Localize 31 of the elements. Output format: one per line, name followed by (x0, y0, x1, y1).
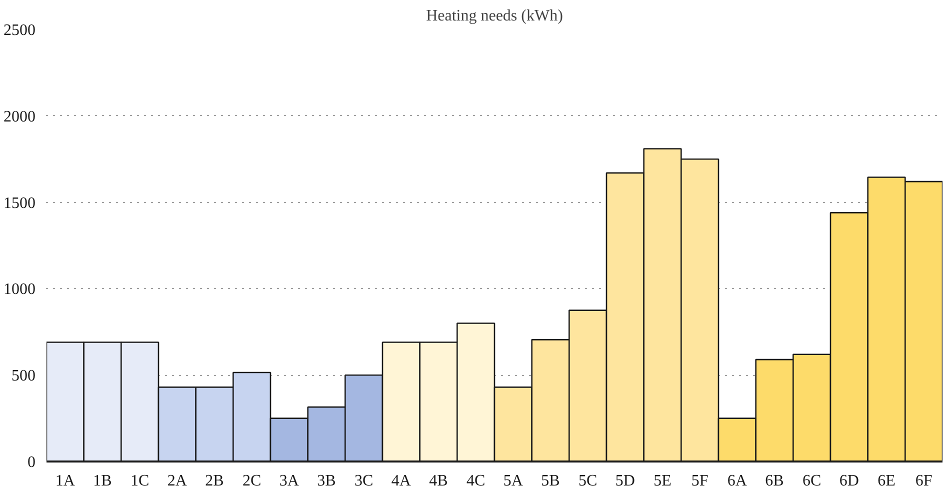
x-tick-label: 5C (578, 472, 598, 490)
x-tick-label: 2B (205, 472, 224, 490)
x-tick-label: 1A (55, 472, 76, 490)
x-tick-label: 6C (802, 472, 822, 490)
x-tick-label: 6D (839, 472, 859, 490)
x-tick-label: 4B (429, 472, 448, 490)
x-tick-label: 1B (93, 472, 112, 490)
x-tick-label: 4C (466, 472, 486, 490)
x-tick-label: 5A (503, 472, 524, 490)
x-tick-label: 1C (130, 472, 150, 490)
x-tick-label: 3C (354, 472, 374, 490)
y-tick-label: 1500 (4, 194, 36, 212)
x-tick-label: 5F (691, 472, 708, 490)
x-tick-label: 3A (279, 472, 300, 490)
x-tick-label: 6E (878, 472, 896, 490)
y-tick-label: 2000 (4, 108, 36, 126)
y-tick-label: 1000 (4, 281, 36, 298)
x-tick-label: 5B (541, 472, 560, 490)
chart-title: Heating needs (kWh) (426, 8, 563, 24)
x-tick-label: 2A (167, 472, 188, 490)
x-tick-label: 5E (654, 472, 672, 490)
y-tick-label: 2500 (4, 22, 36, 39)
x-tick-label: 6B (765, 472, 784, 490)
x-tick-label: 6A (727, 472, 748, 490)
x-tick-label: 5D (615, 472, 635, 490)
y-tick-label: 0 (28, 454, 36, 471)
x-tick-label: 2C (242, 472, 262, 490)
x-tick-label: 3B (317, 472, 336, 490)
y-tick-label: 500 (12, 368, 36, 385)
x-tick-label: 6F (915, 472, 932, 490)
x-tick-label: 4A (391, 472, 412, 490)
